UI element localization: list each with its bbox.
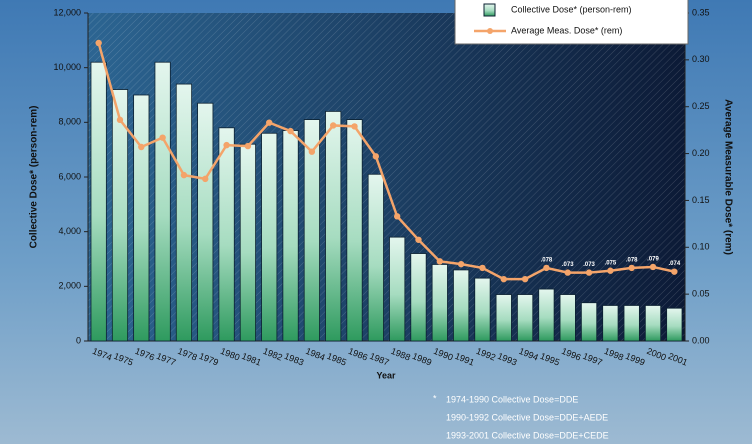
line-point: [372, 153, 380, 160]
y2-axis-label: Average Measurable Dose* (rem): [722, 99, 733, 255]
line-point: [500, 275, 507, 283]
bar: [410, 253, 427, 342]
footnote: 1990-1992 Collective Dose=DDE+AEDE: [446, 412, 608, 422]
line-point: [649, 263, 657, 271]
line-point: [202, 175, 209, 183]
bar: [239, 143, 256, 342]
data-label: .079: [647, 257, 659, 263]
footnote: 1993-2001 Collective Dose=DDE+CEDE: [446, 430, 609, 440]
line-point: [266, 119, 273, 126]
bar: [623, 305, 640, 342]
y-tick-label: 4,000: [58, 226, 81, 236]
data-label: .073: [583, 262, 595, 268]
line-point: [479, 264, 486, 272]
bar: [111, 89, 129, 342]
line-point: [564, 269, 571, 276]
line-point: [116, 116, 124, 124]
line-point: [308, 148, 316, 155]
line-point: [543, 264, 550, 272]
bar: [453, 269, 470, 342]
y-tick-label: 0: [76, 335, 81, 345]
line-point: [287, 127, 294, 135]
y2-tick-label: 0.35: [692, 7, 710, 17]
legend-label: Collective Dose* (person-rem): [511, 4, 632, 14]
line-point: [671, 268, 678, 275]
y2-tick-label: 0.20: [692, 148, 710, 158]
line-point: [393, 213, 401, 220]
bar: [346, 119, 363, 342]
bar: [580, 302, 598, 342]
y2-tick-label: 0.25: [692, 101, 710, 111]
line-point: [244, 142, 252, 150]
bar: [559, 294, 576, 342]
line-point: [95, 39, 102, 47]
line-point: [457, 260, 465, 268]
bar: [175, 83, 193, 342]
line-point: [628, 264, 635, 272]
bar: [538, 288, 555, 342]
line-point: [223, 141, 230, 149]
bar: [261, 132, 278, 342]
y2-tick-label: 0.30: [692, 54, 710, 64]
bar: [90, 61, 107, 342]
data-label: .075: [605, 260, 617, 266]
y-tick-label: 10,000: [53, 62, 81, 72]
line-point: [351, 123, 358, 130]
data-label: .073: [562, 262, 574, 268]
bar: [644, 305, 662, 342]
bar: [517, 294, 534, 342]
legend-label: Average Meas. Dose* (rem): [511, 25, 622, 35]
legend: Collective Dose* (person-rem) Average Mea…: [454, 0, 689, 45]
line-point: [329, 122, 337, 129]
bar: [282, 130, 299, 342]
line-point: [159, 134, 166, 141]
bar: [325, 111, 342, 342]
y2-tick-label: 0.00: [692, 335, 710, 345]
bar: [495, 294, 512, 342]
footnote-mark: *: [433, 393, 437, 403]
data-label: .078: [626, 257, 638, 263]
bar: [218, 127, 235, 342]
line-point: [436, 258, 444, 265]
footnote: 1974-1990 Collective Dose=DDE: [446, 394, 578, 404]
y-tick-label: 12,000: [53, 7, 81, 17]
data-label: .078: [541, 257, 553, 263]
y-tick-label: 8,000: [58, 117, 81, 127]
bar: [197, 102, 214, 342]
bar: [431, 264, 448, 342]
bar: [154, 61, 171, 342]
line-point: [415, 236, 422, 243]
bar: [367, 173, 384, 342]
y-tick-label: 2,000: [58, 281, 81, 291]
y2-tick-label: 0.15: [692, 195, 710, 205]
bar: [474, 277, 491, 342]
legend-swatch: [483, 3, 496, 17]
data-label: .074: [668, 261, 680, 267]
x-axis-label: Year: [376, 370, 396, 380]
legend-swatch: [487, 28, 493, 34]
bar: [602, 305, 619, 342]
line-point: [138, 143, 145, 151]
line-point: [180, 171, 188, 179]
y-tick-label: 6,000: [58, 171, 81, 181]
line-point: [585, 269, 593, 276]
bar: [389, 236, 406, 342]
line: [97, 42, 675, 281]
line-point: [521, 275, 529, 283]
line-point: [607, 267, 614, 274]
y2-tick-label: 0.05: [692, 289, 710, 299]
bar: [133, 94, 150, 342]
bar: [303, 119, 320, 342]
y2-tick-label: 0.10: [692, 242, 710, 252]
y-axis-label: Collective Dose* (person-rem): [29, 106, 40, 249]
bar: [666, 307, 683, 342]
